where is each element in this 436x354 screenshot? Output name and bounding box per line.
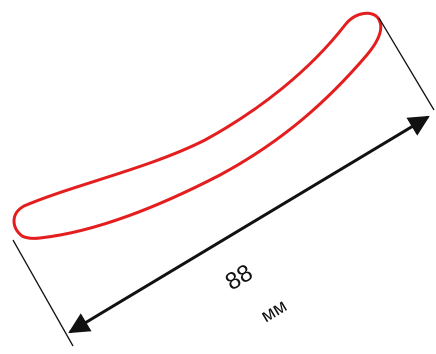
- extension-line-right: [378, 17, 435, 111]
- dimension-value: 88: [221, 259, 258, 296]
- dimension-unit: мм: [258, 296, 291, 327]
- insole-outline: [12, 11, 383, 240]
- dimension-arrow: [68, 115, 430, 334]
- extension-line-left: [12, 239, 74, 347]
